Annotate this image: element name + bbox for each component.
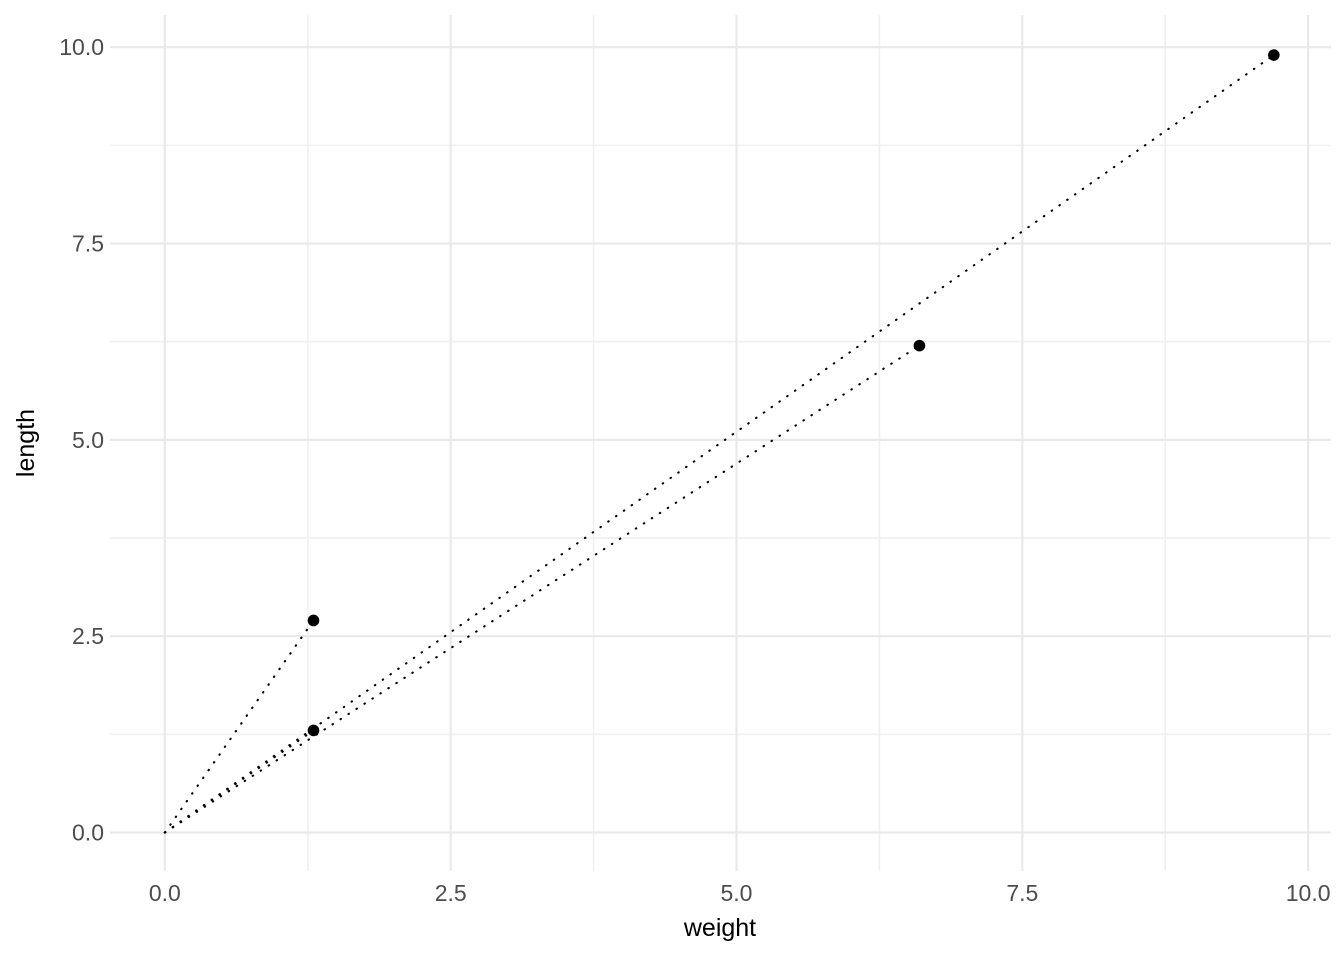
data-point [307,614,320,627]
data-point [307,724,320,737]
origin-segment [163,619,315,834]
y-tick-label: 2.5 [72,623,104,649]
y-tick-label: 7.5 [72,231,104,257]
origin-segment [163,344,921,834]
x-tick-label: 0.0 [149,880,181,906]
y-tick-label: 0.0 [72,820,104,846]
x-tick-label: 5.0 [721,880,753,906]
axis-tick-labels: 0.0 2.5 5.0 7.5 10.0 0.0 2.5 5.0 7.5 10.0 [59,34,1330,906]
data-point [1268,49,1280,61]
x-tick-label: 10.0 [1286,880,1331,906]
x-tick-label: 2.5 [435,880,467,906]
origin-segment [163,729,315,834]
gridlines [110,15,1331,871]
data-point [913,339,926,352]
y-tick-label: 10.0 [59,34,104,60]
origin-segment [163,54,1275,834]
y-tick-label: 5.0 [72,427,104,453]
x-tick-label: 7.5 [1006,880,1038,906]
x-axis-title: weight [683,914,756,942]
data-series [163,49,1280,834]
y-axis-title: length [12,409,40,477]
